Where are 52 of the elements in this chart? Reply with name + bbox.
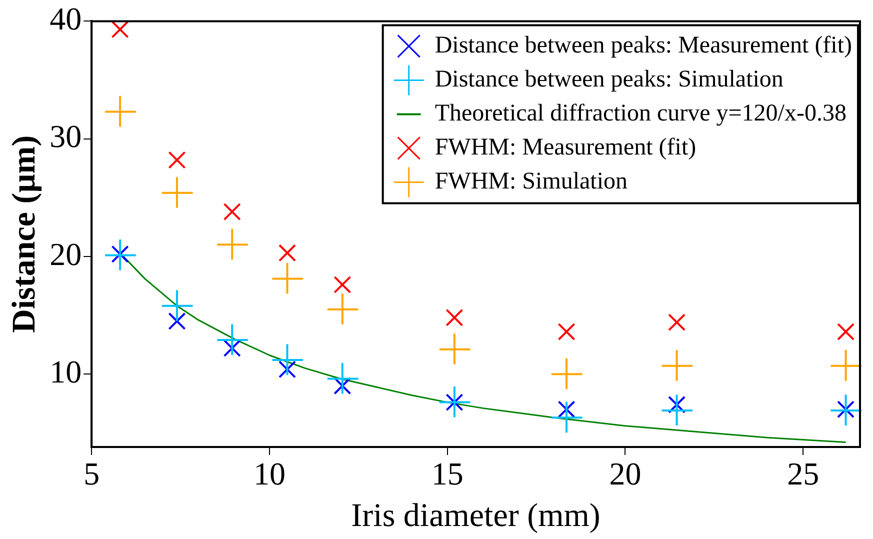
- x-tick-label: 15: [431, 456, 464, 492]
- point: [271, 262, 304, 295]
- point: [830, 350, 862, 382]
- y-tick-label: 10: [50, 353, 82, 390]
- point: [104, 96, 136, 128]
- x-tick-label: 10: [253, 456, 286, 492]
- point: [111, 21, 129, 38]
- point: [278, 360, 296, 378]
- point: [660, 394, 693, 427]
- point: [223, 202, 241, 221]
- point: [216, 228, 248, 261]
- point: [660, 350, 693, 382]
- point: [278, 244, 296, 262]
- point: [160, 290, 193, 322]
- legend-label: Theoretical diffraction curve y=120/x-0.38: [434, 100, 846, 126]
- point: [668, 396, 686, 414]
- point: [168, 151, 186, 169]
- y-tick-label: 40: [50, 0, 82, 37]
- point: [160, 176, 193, 209]
- point: [446, 394, 464, 412]
- point: [271, 344, 304, 376]
- point: [104, 239, 136, 272]
- x-tick-label: 25: [787, 456, 820, 492]
- point: [223, 339, 241, 357]
- point: [216, 324, 248, 356]
- point: [830, 394, 862, 427]
- legend-label: Distance between peaks: Simulation: [434, 66, 784, 92]
- point: [438, 333, 470, 366]
- point: [446, 308, 464, 326]
- point: [326, 293, 358, 326]
- x-axis-title: Iris diameter (mm): [351, 498, 600, 534]
- point: [334, 377, 352, 395]
- point: [438, 386, 470, 418]
- point: [550, 402, 583, 434]
- legend-label: Distance between peaks: Measurement (fit): [434, 32, 852, 58]
- point: [836, 400, 855, 418]
- point: [558, 400, 576, 418]
- legend-label: FWHM: Measurement (fit): [434, 134, 696, 160]
- point: [326, 362, 358, 395]
- y-axis-title: Distance (µm): [6, 135, 42, 333]
- y-tick-label: 20: [50, 236, 82, 272]
- x-tick-label: 20: [609, 456, 642, 492]
- point: [558, 322, 576, 341]
- point: [111, 245, 129, 263]
- point: [836, 322, 855, 341]
- point: [168, 312, 186, 330]
- point: [668, 314, 686, 332]
- x-tick-label: 5: [84, 456, 100, 492]
- legend-label: FWHM: Simulation: [434, 168, 628, 194]
- y-tick-label: 30: [50, 118, 82, 154]
- point: [334, 276, 352, 294]
- point: [550, 358, 583, 390]
